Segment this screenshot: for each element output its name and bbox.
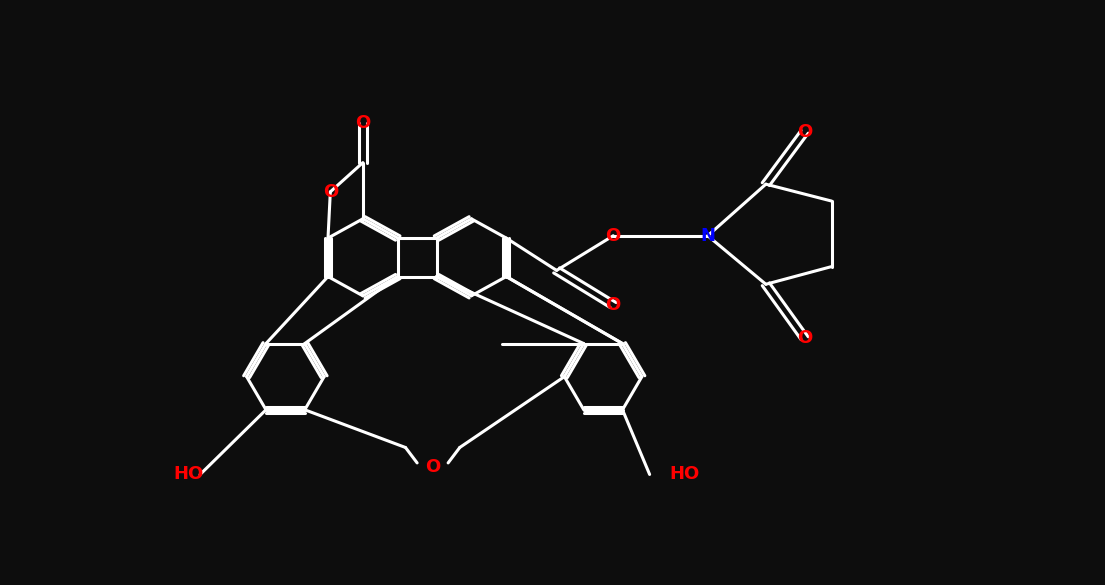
Text: O: O <box>797 329 812 347</box>
Text: HO: HO <box>669 466 699 483</box>
Text: N: N <box>701 227 715 245</box>
Text: O: O <box>323 183 338 201</box>
Text: O: O <box>425 457 440 476</box>
Text: O: O <box>606 296 621 314</box>
Text: O: O <box>606 227 621 245</box>
Text: HO: HO <box>173 466 203 483</box>
Text: O: O <box>355 113 370 132</box>
Text: O: O <box>797 123 812 141</box>
